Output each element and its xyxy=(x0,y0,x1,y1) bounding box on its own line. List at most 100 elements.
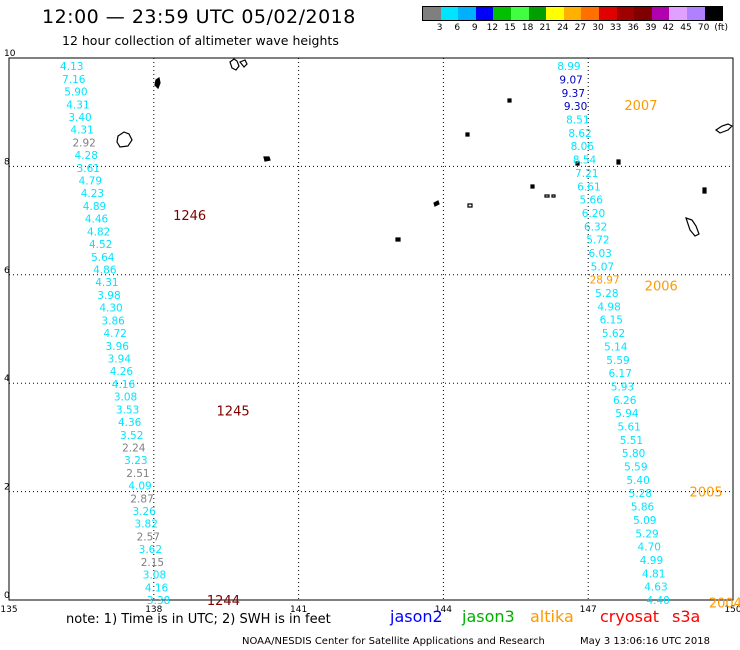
time-label: 1244 xyxy=(207,594,240,609)
wave-height-label: 5.28 xyxy=(595,288,618,300)
wave-height-label: 3.26 xyxy=(132,506,156,518)
wave-height-label: 4.36 xyxy=(118,417,142,429)
wave-height-label: 3.61 xyxy=(77,163,100,175)
legend-label: 33 xyxy=(609,23,622,33)
wave-height-label: 5.07 xyxy=(591,261,614,273)
credit-timestamp: May 3 13:06:16 UTC 2018 xyxy=(580,636,710,647)
satellite-name-altika: altika xyxy=(530,607,574,626)
satellite-name-s3a: s3a xyxy=(672,607,701,626)
legend-swatch xyxy=(598,7,617,20)
wave-height-label: 4.31 xyxy=(70,125,93,137)
wave-height-label: 4.81 xyxy=(642,568,665,580)
wave-height-label: 5.09 xyxy=(633,515,656,527)
legend-label: 27 xyxy=(574,23,587,33)
island-outline xyxy=(433,200,440,207)
legend-swatches xyxy=(422,6,724,21)
x-tick-label: 141 xyxy=(290,605,307,615)
satellite-name-jason2: jason2 xyxy=(390,607,443,626)
legend-swatch xyxy=(669,7,687,20)
wave-height-label: 5.59 xyxy=(624,462,647,474)
y-tick-label: 10 xyxy=(4,49,16,59)
y-tick-label: 4 xyxy=(4,374,10,384)
island-outline xyxy=(530,184,535,189)
west-track: 4.137.165.904.313.404.312.924.283.614.79… xyxy=(60,61,250,609)
wave-height-label: 6.17 xyxy=(609,368,632,380)
wave-height-label: 4.79 xyxy=(79,176,102,188)
legend-label: 12 xyxy=(486,23,499,33)
wave-height-label: 3.96 xyxy=(106,341,130,353)
wave-height-label: 3.94 xyxy=(108,353,132,365)
legend-swatch xyxy=(651,7,670,20)
legend-swatch xyxy=(686,7,705,20)
wave-height-label: 4.28 xyxy=(75,150,98,162)
map-grid: 135 138 141 144 147 150 0 2 4 6 8 10 xyxy=(0,49,740,615)
satellite-name-cryosat: cryosat xyxy=(600,607,660,626)
wave-height-label: 4.26 xyxy=(110,366,134,378)
island-outline xyxy=(229,58,248,71)
legend-swatch xyxy=(546,7,564,20)
legend-label: 21 xyxy=(539,23,551,33)
wave-height-label: 9.30 xyxy=(564,101,587,113)
wave-height-label: 5.29 xyxy=(635,528,658,540)
x-tick-label: 147 xyxy=(580,605,597,615)
wave-height-label: 7.21 xyxy=(575,168,598,180)
wave-height-label: 5.66 xyxy=(580,195,604,207)
wave-height-label: 5.80 xyxy=(622,448,645,460)
footer-note: note: 1) Time is in UTC; 2) SWH is in fe… xyxy=(66,612,331,627)
wave-height-label: 6.61 xyxy=(577,181,600,193)
wave-height-label: 4.30 xyxy=(99,303,122,315)
legend-labels: 3 6 9 12 15 18 21 24 27 30 33 36 39 42 45 70 (ft) xyxy=(422,21,728,35)
wave-height-label: 2.51 xyxy=(126,468,149,480)
wave-height-label: 2.92 xyxy=(72,137,95,149)
island-outline xyxy=(154,77,161,90)
island-outline xyxy=(263,156,271,162)
legend-swatch xyxy=(440,7,459,20)
legend-label: 39 xyxy=(645,23,657,33)
wave-height-label: 8.51 xyxy=(566,115,589,127)
credit-text: NOAA/NESDIS Center for Satellite Applica… xyxy=(242,636,545,647)
legend-label: 42 xyxy=(662,23,675,33)
color-legend: 3 6 9 12 15 18 21 24 27 30 33 36 39 42 45 70 (ft) xyxy=(422,6,728,35)
island-outline xyxy=(467,203,473,208)
y-tick-label: 0 xyxy=(4,591,10,601)
wave-height-label: 4.63 xyxy=(644,582,667,594)
wave-height-label: 3.08 xyxy=(143,570,166,582)
x-tick-label: 144 xyxy=(435,605,452,615)
wave-height-label: 8.62 xyxy=(568,128,591,140)
wave-height-label: 4.16 xyxy=(145,582,169,594)
island-outline xyxy=(465,132,470,137)
wave-height-label: 5.94 xyxy=(615,408,639,420)
y-tick-label: 2 xyxy=(4,483,10,493)
wave-height-label: 3.23 xyxy=(124,455,147,467)
island-outline xyxy=(616,159,621,165)
wave-height-label: 3.98 xyxy=(97,290,120,302)
wave-height-label: 5.14 xyxy=(604,341,628,353)
time-label: 2006 xyxy=(645,280,678,295)
wave-height-label: 4.31 xyxy=(66,99,89,111)
legend-label: 30 xyxy=(592,23,604,33)
wave-height-label: 4.82 xyxy=(87,226,110,238)
wave-height-label: 5.86 xyxy=(631,502,655,514)
wave-height-label: 9.07 xyxy=(559,74,582,86)
wave-height-label: 6.15 xyxy=(600,315,623,327)
time-label: 1246 xyxy=(173,209,206,224)
island-outline xyxy=(714,123,734,134)
wave-height-label: 5.51 xyxy=(620,435,643,447)
y-tick-label: 8 xyxy=(4,157,10,167)
wave-height-label: 8.99 xyxy=(557,61,580,73)
wave-height-label: 8.06 xyxy=(571,141,595,153)
wave-height-label: 6.20 xyxy=(582,208,605,220)
wave-height-label: 4.72 xyxy=(103,328,126,340)
legend-label: 9 xyxy=(471,23,478,33)
east-track: 8.999.07 9.379.30 8.518.628.06 8.547.216.61… xyxy=(557,61,740,612)
wave-height-label: 4.16 xyxy=(112,379,136,391)
time-label: 2004 xyxy=(709,597,740,612)
legend-swatch xyxy=(616,7,635,20)
wave-height-label: 5.93 xyxy=(611,381,634,393)
wave-height-label: 4.89 xyxy=(83,201,106,213)
legend-swatch xyxy=(634,7,652,20)
wave-height-label: 9.37 xyxy=(562,88,585,100)
x-tick-label: 138 xyxy=(145,605,162,615)
island-outline xyxy=(116,131,133,148)
legend-swatch xyxy=(528,7,547,20)
